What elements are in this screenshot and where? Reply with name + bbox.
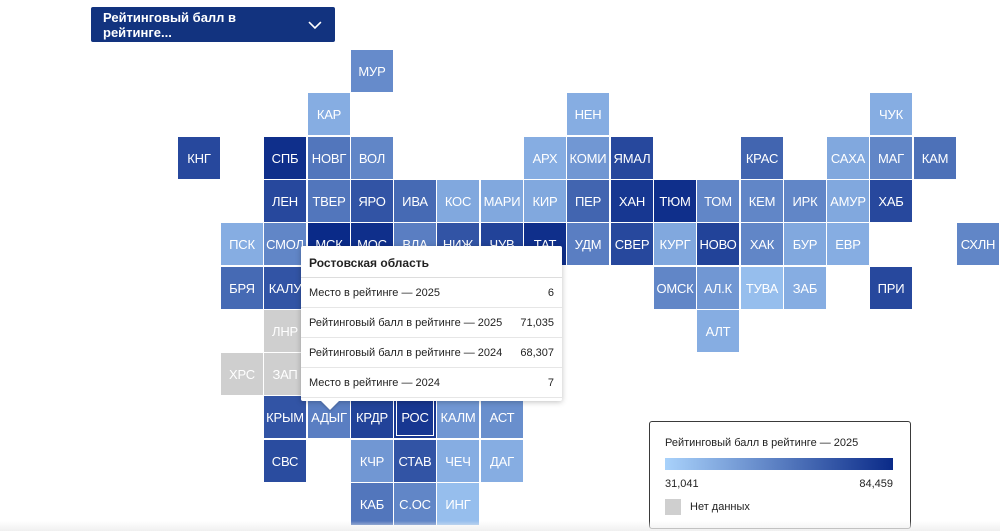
region-tile-71[interactable]: СТАВ	[394, 440, 436, 482]
region-tile-46[interactable]: БРЯ	[221, 267, 263, 309]
tooltip-pointer	[321, 401, 339, 410]
region-tile-20[interactable]: МАРИ	[481, 180, 523, 222]
tooltip-row-label: Рейтинговый балл в рейтинге — 2025	[309, 316, 503, 329]
region-tile-27[interactable]: ИРК	[784, 180, 826, 222]
region-tile-2[interactable]: НЕН	[567, 93, 609, 135]
region-tile-51[interactable]: АЛ.К	[697, 267, 739, 309]
region-tile-68[interactable]: АСТ	[481, 396, 523, 438]
region-tile-25[interactable]: ТОМ	[697, 180, 739, 222]
region-tile-5[interactable]: СПБ	[264, 137, 306, 179]
region-tile-10[interactable]: ЯМАЛ	[611, 137, 653, 179]
tooltip-row-label: Место в рейтинге — 2024	[309, 376, 441, 389]
legend-gradient-bar	[665, 458, 893, 470]
region-tile-29[interactable]: ХАБ	[870, 180, 912, 222]
metric-dropdown-label: Рейтинговый балл в рейтинге...	[103, 9, 237, 40]
region-tile-66[interactable]: РОС	[394, 396, 436, 438]
region-tile-28[interactable]: АМУР	[827, 180, 869, 222]
tooltip-row-label: Место в рейтинге — 2025	[309, 286, 441, 299]
tooltip-title: Ростовская область	[301, 246, 562, 278]
region-tile-9[interactable]: КОМИ	[567, 137, 609, 179]
region-tile-70[interactable]: КЧР	[351, 440, 393, 482]
tooltip-row: Рейтинговый балл в рейтинге — 2024 68,30…	[301, 338, 562, 368]
region-tile-13[interactable]: МАГ	[870, 137, 912, 179]
chevron-down-icon	[308, 20, 322, 29]
region-tile-67[interactable]: КАЛМ	[437, 396, 479, 438]
region-tile-3[interactable]: ЧУК	[870, 93, 912, 135]
region-tile-15[interactable]: ЛЕН	[264, 180, 306, 222]
region-tile-8[interactable]: АРХ	[524, 137, 566, 179]
region-tile-6[interactable]: НОВГ	[308, 137, 350, 179]
region-tile-40[interactable]: КУРГ	[654, 223, 696, 265]
region-tile-19[interactable]: КОС	[437, 180, 479, 222]
region-tile-60[interactable]: ЗАП	[264, 353, 306, 395]
region-tile-14[interactable]: КАМ	[914, 137, 956, 179]
tooltip-row-value: 71,035	[520, 316, 554, 329]
tooltip-row-value: 7	[547, 376, 554, 389]
tooltip-row-value: 6	[547, 286, 554, 299]
region-tile-42[interactable]: ХАК	[741, 223, 783, 265]
region-tile-41[interactable]: НОВО	[697, 223, 739, 265]
tooltip-row-label: Рейтинговый балл в рейтинге — 2024	[309, 346, 503, 359]
region-tile-65[interactable]: КРДР	[351, 396, 393, 438]
region-tile-4[interactable]: КНГ	[178, 137, 220, 179]
color-legend: Рейтинговый балл в рейтинге — 2025 31,04…	[649, 421, 911, 529]
region-tile-31[interactable]: СМОЛ	[264, 223, 306, 265]
legend-max-value: 84,459	[859, 478, 893, 490]
region-tile-22[interactable]: ПЕР	[567, 180, 609, 222]
region-tile-17[interactable]: ЯРО	[351, 180, 393, 222]
region-tile-75[interactable]: С.ОС	[394, 483, 436, 525]
region-tile-53[interactable]: ЗАБ	[784, 267, 826, 309]
region-tile-21[interactable]: КИР	[524, 180, 566, 222]
legend-title: Рейтинговый балл в рейтинге — 2025	[665, 437, 859, 449]
region-tile-43[interactable]: БУР	[784, 223, 826, 265]
region-tile-38[interactable]: УДМ	[567, 223, 609, 265]
metric-dropdown[interactable]: Рейтинговый балл в рейтинге...	[91, 7, 335, 42]
legend-min-value: 31,041	[665, 478, 699, 490]
region-tile-69[interactable]: СВС	[264, 440, 306, 482]
region-tile-1[interactable]: КАР	[308, 93, 350, 135]
region-tile-23[interactable]: ХАН	[611, 180, 653, 222]
region-tile-39[interactable]: СВЕР	[611, 223, 653, 265]
region-tile-11[interactable]: КРАС	[741, 137, 783, 179]
tooltip-row: Рейтинговый балл в рейтинге — 2025 71,03…	[301, 308, 562, 338]
region-tile-47[interactable]: КАЛУ	[264, 267, 306, 309]
region-tile-72[interactable]: ЧЕЧ	[437, 440, 479, 482]
region-tile-24[interactable]: ТЮМ	[654, 180, 696, 222]
region-tile-12[interactable]: САХА	[827, 137, 869, 179]
region-tile-45[interactable]: СХЛН	[957, 223, 999, 265]
legend-no-data: Нет данных	[665, 499, 750, 515]
region-tile-0[interactable]: МУР	[351, 50, 393, 92]
region-tile-59[interactable]: ХРС	[221, 353, 263, 395]
region-tile-63[interactable]: КРЫМ	[264, 396, 306, 438]
region-tile-16[interactable]: ТВЕР	[308, 180, 350, 222]
region-tile-58[interactable]: АЛТ	[697, 310, 739, 352]
region-tooltip: Ростовская область Место в рейтинге — 20…	[301, 246, 562, 410]
no-data-swatch	[665, 499, 681, 515]
region-tile-18[interactable]: ИВА	[394, 180, 436, 222]
region-tile-52[interactable]: ТУВА	[741, 267, 783, 309]
tooltip-row-value: 68,307	[520, 346, 554, 359]
region-tile-76[interactable]: ИНГ	[437, 483, 479, 525]
region-tile-54[interactable]: ПРИ	[870, 267, 912, 309]
region-tile-30[interactable]: ПСК	[221, 223, 263, 265]
bottom-fade	[0, 521, 1000, 531]
tooltip-row: Место в рейтинге — 2024 7	[301, 368, 562, 398]
tooltip-row: Место в рейтинге — 2025 6	[301, 278, 562, 308]
region-tile-44[interactable]: ЕВР	[827, 223, 869, 265]
region-tile-26[interactable]: КЕМ	[741, 180, 783, 222]
region-tile-73[interactable]: ДАГ	[481, 440, 523, 482]
region-tile-74[interactable]: КАБ	[351, 483, 393, 525]
region-tile-55[interactable]: ЛНР	[264, 310, 306, 352]
region-tile-50[interactable]: ОМСК	[654, 267, 696, 309]
region-tile-7[interactable]: ВОЛ	[351, 137, 393, 179]
legend-no-data-label: Нет данных	[690, 501, 750, 513]
